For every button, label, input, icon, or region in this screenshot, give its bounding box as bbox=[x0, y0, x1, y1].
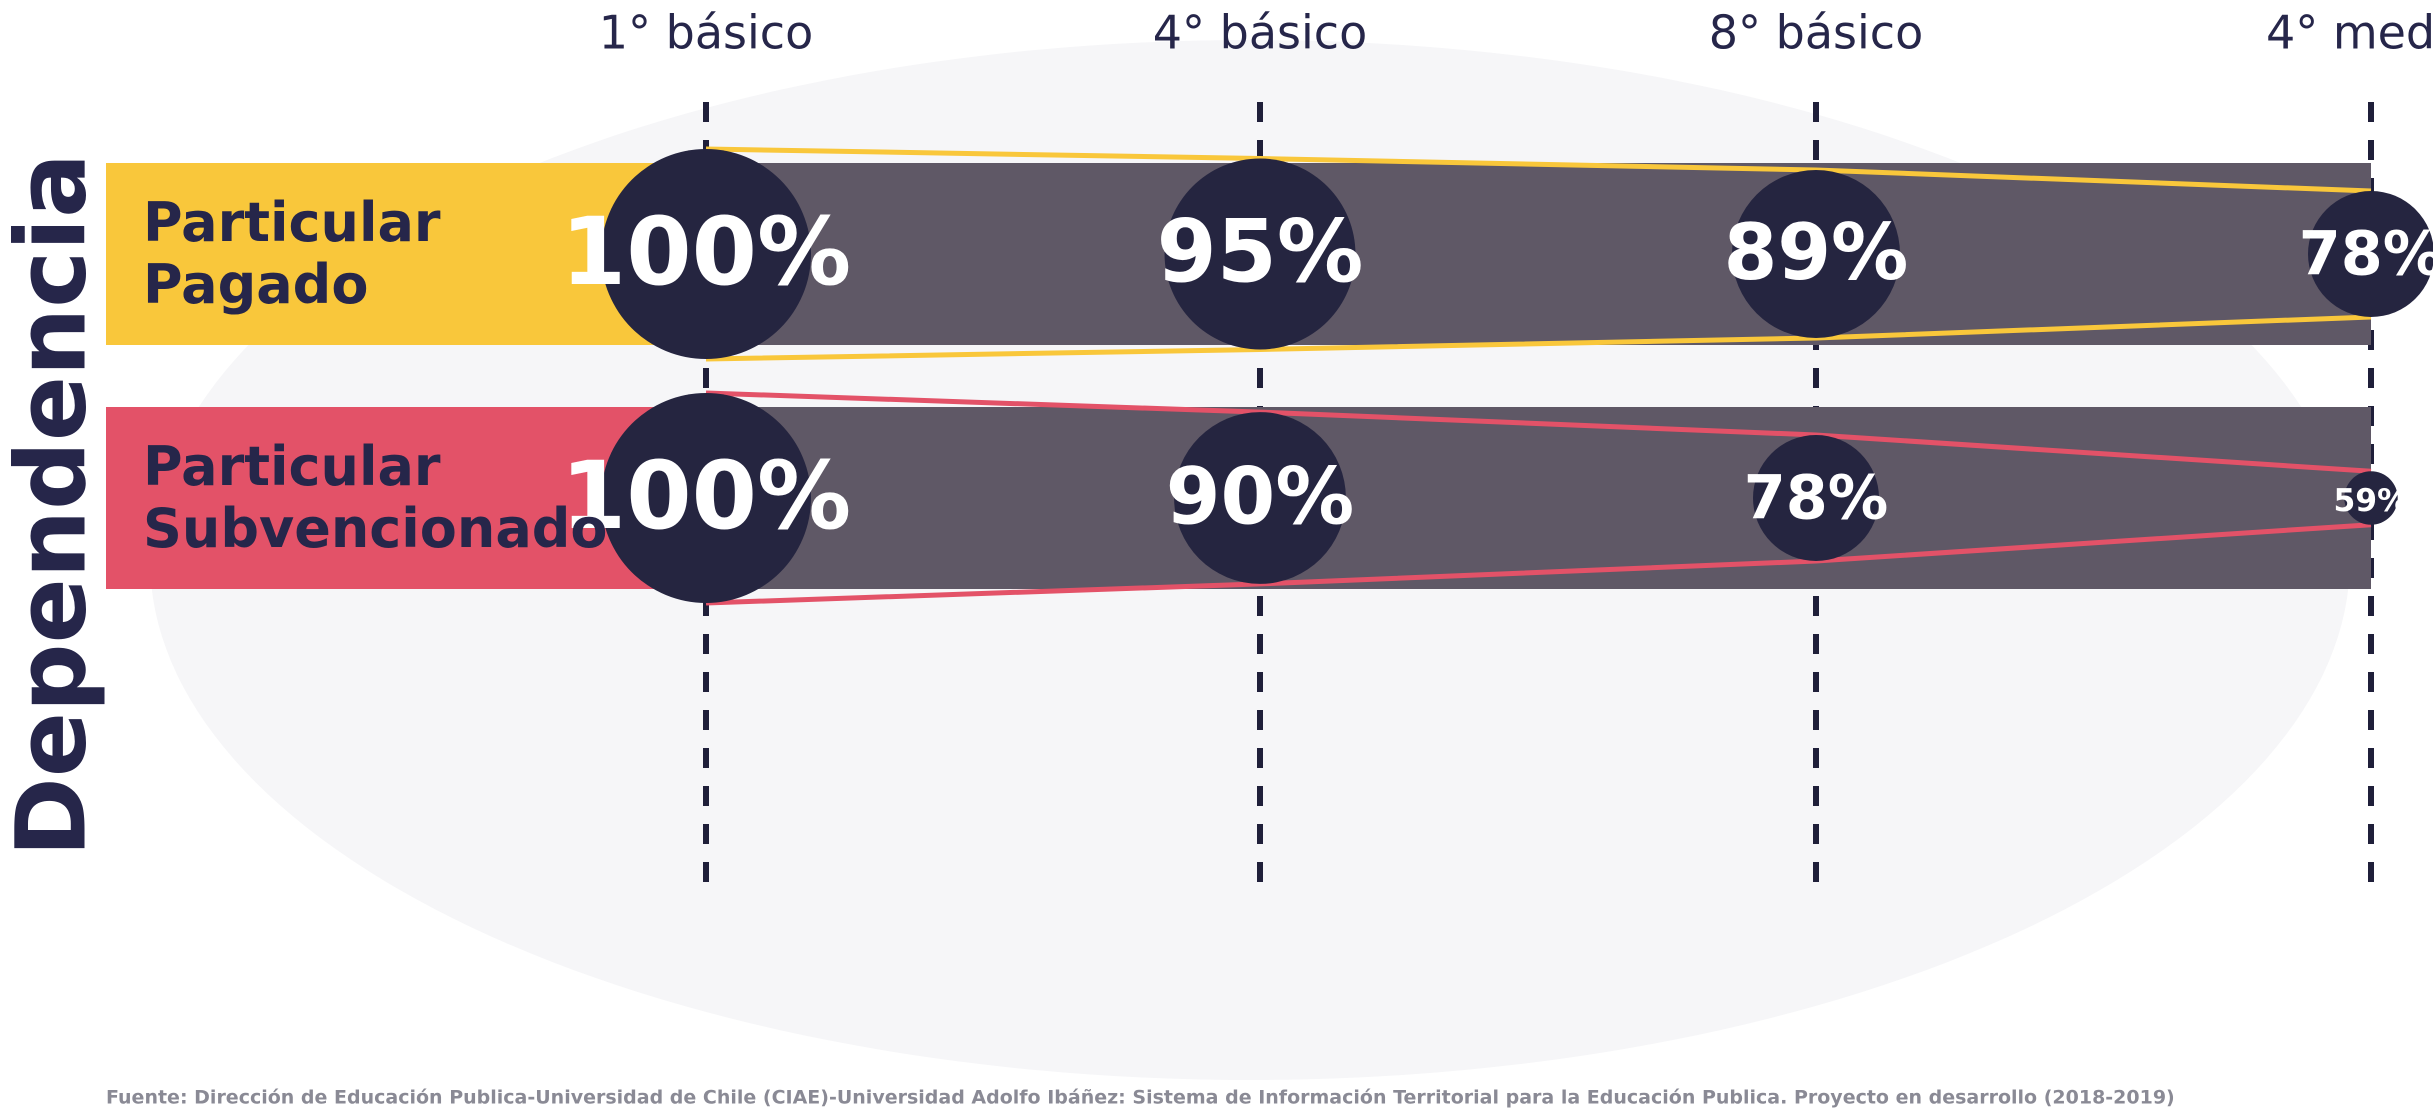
column-header: 4° básico bbox=[1153, 6, 1367, 60]
value-label: 95% bbox=[1157, 202, 1364, 302]
series-label: Particular Pagado bbox=[143, 192, 613, 316]
page: Dependencia Fuente: Dirección de Educaci… bbox=[0, 0, 2433, 1109]
column-header: 1° básico bbox=[599, 6, 813, 60]
value-label: 59% bbox=[2333, 483, 2408, 519]
column-header: 8° básico bbox=[1709, 6, 1923, 60]
dark-band bbox=[667, 163, 2371, 345]
dark-band bbox=[667, 407, 2371, 589]
column-header: 4° medio bbox=[2266, 6, 2433, 60]
series-label: Particular Subvencionado bbox=[143, 436, 613, 560]
value-label: 78% bbox=[2299, 220, 2433, 290]
value-label: 78% bbox=[1744, 464, 1889, 534]
value-label: 90% bbox=[1166, 450, 1354, 542]
y-axis-label: Dependencia bbox=[0, 153, 107, 857]
source-note: Fuente: Dirección de Educación Publica-U… bbox=[106, 1087, 2175, 1109]
value-label: 89% bbox=[1724, 208, 1909, 298]
